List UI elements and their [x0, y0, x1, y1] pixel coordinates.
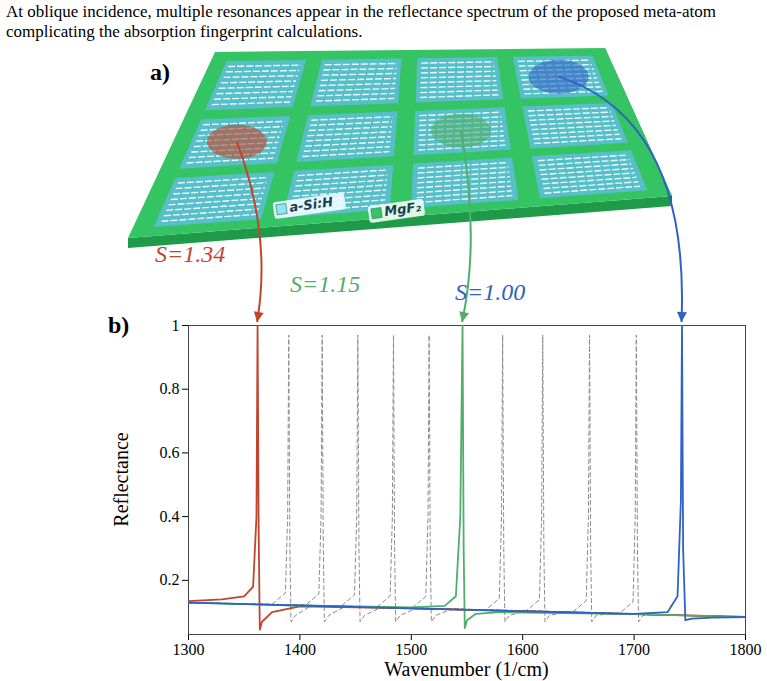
svg-text:1600: 1600 [507, 641, 539, 658]
svg-text:Wavenumber (1/cm): Wavenumber (1/cm) [384, 658, 548, 681]
html-text:At oblique incidence, multiple: At oblique incidence, multiple resonance… [6, 2, 716, 41]
svg-text:a-Si:H: a-Si:H [288, 194, 334, 215]
svg-text:1: 1 [172, 317, 180, 334]
svg-text:1300: 1300 [173, 641, 205, 658]
svg-text:1800: 1800 [730, 641, 762, 658]
svg-text:S=1.00: S=1.00 [455, 279, 525, 305]
svg-text:a): a) [150, 59, 170, 85]
svg-text:0.6: 0.6 [160, 444, 180, 461]
svg-text:S=1.15: S=1.15 [290, 271, 360, 297]
svg-text:1700: 1700 [618, 641, 650, 658]
svg-text:1500: 1500 [395, 641, 427, 658]
svg-text:MgF₂: MgF₂ [383, 199, 422, 219]
svg-text:0.4: 0.4 [160, 508, 180, 525]
svg-text:0.8: 0.8 [160, 380, 180, 397]
svg-text:1400: 1400 [284, 641, 316, 658]
svg-text:S=1.34: S=1.34 [155, 241, 225, 267]
svg-text:b): b) [108, 312, 129, 338]
svg-text:Reflectance: Reflectance [110, 432, 132, 526]
svg-text:0.2: 0.2 [160, 571, 180, 588]
